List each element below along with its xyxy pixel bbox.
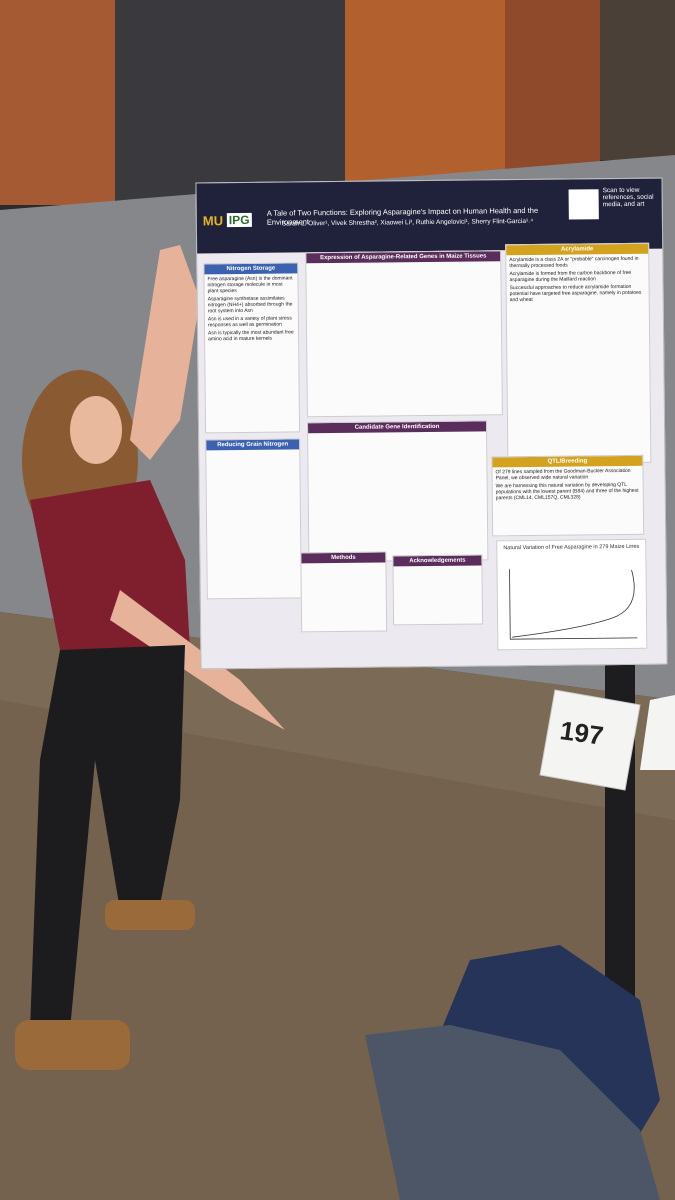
poster-section: Nitrogen Storage Free asparagine (Asn) is… xyxy=(203,262,301,434)
qr-code xyxy=(568,189,599,220)
poster-section: QTL/Breeding Of 279 lines sampled from th… xyxy=(491,454,645,537)
poster-header: MU IPG A Tale of Two Functions: Explorin… xyxy=(196,178,663,254)
section-bullet: Free asparagine (Asn) is the dominant ni… xyxy=(207,275,293,295)
poster: MU IPG A Tale of Two Functions: Explorin… xyxy=(195,177,668,670)
section-heading: Expression of Asparagine-Related Genes i… xyxy=(306,251,501,264)
section-bullet: Asn is typically the most abundant free … xyxy=(208,329,294,343)
poster-section: Acrylamide Acrylamide is a class 2A or "p… xyxy=(505,242,652,465)
logo: MU xyxy=(202,213,224,229)
section-bullet: Of 279 lines sampled from the Goodman-Bu… xyxy=(495,467,631,482)
poster-section: Candidate Gene Identification xyxy=(306,420,489,563)
chart-title: Natural Variation of Free Asparagine in … xyxy=(503,543,640,552)
section-bullet: Acrylamide is a class 2A or "probable" c… xyxy=(509,255,639,270)
section-bullet: We are harnessing this natural variation… xyxy=(495,481,639,502)
section-heading: QTL/Breeding xyxy=(492,455,643,468)
poster-section: Methods xyxy=(300,551,388,633)
logo: IPG xyxy=(226,212,252,228)
booth-number: 197 xyxy=(558,715,606,751)
section-heading: Acknowledgements xyxy=(393,555,482,567)
poster-section: Acknowledgements xyxy=(392,554,484,626)
section-heading: Nitrogen Storage xyxy=(204,263,298,275)
section-heading: Reducing Grain Nitrogen xyxy=(206,439,300,451)
section-heading: Candidate Gene Identification xyxy=(307,421,487,434)
chart-sketch xyxy=(509,569,638,640)
section-heading: Methods xyxy=(301,552,386,564)
section-heading: Acrylamide xyxy=(506,243,649,256)
poster-section: Reducing Grain Nitrogen xyxy=(205,438,302,600)
section-bullet: Successful approaches to reduce acrylami… xyxy=(509,283,642,304)
section-bullet: Asparagine synthetase assimilates nitrog… xyxy=(207,295,293,315)
section-bullet: Asn is used in a variety of plant stress… xyxy=(207,315,292,329)
poster-section: Expression of Asparagine-Related Genes i… xyxy=(305,250,503,418)
section-bullet: Acrylamide is formed from the carbon bac… xyxy=(509,269,632,284)
qr-caption: Scan to view references, social media, a… xyxy=(602,186,654,209)
chart-panel: Natural Variation of Free Asparagine in … xyxy=(496,538,648,651)
